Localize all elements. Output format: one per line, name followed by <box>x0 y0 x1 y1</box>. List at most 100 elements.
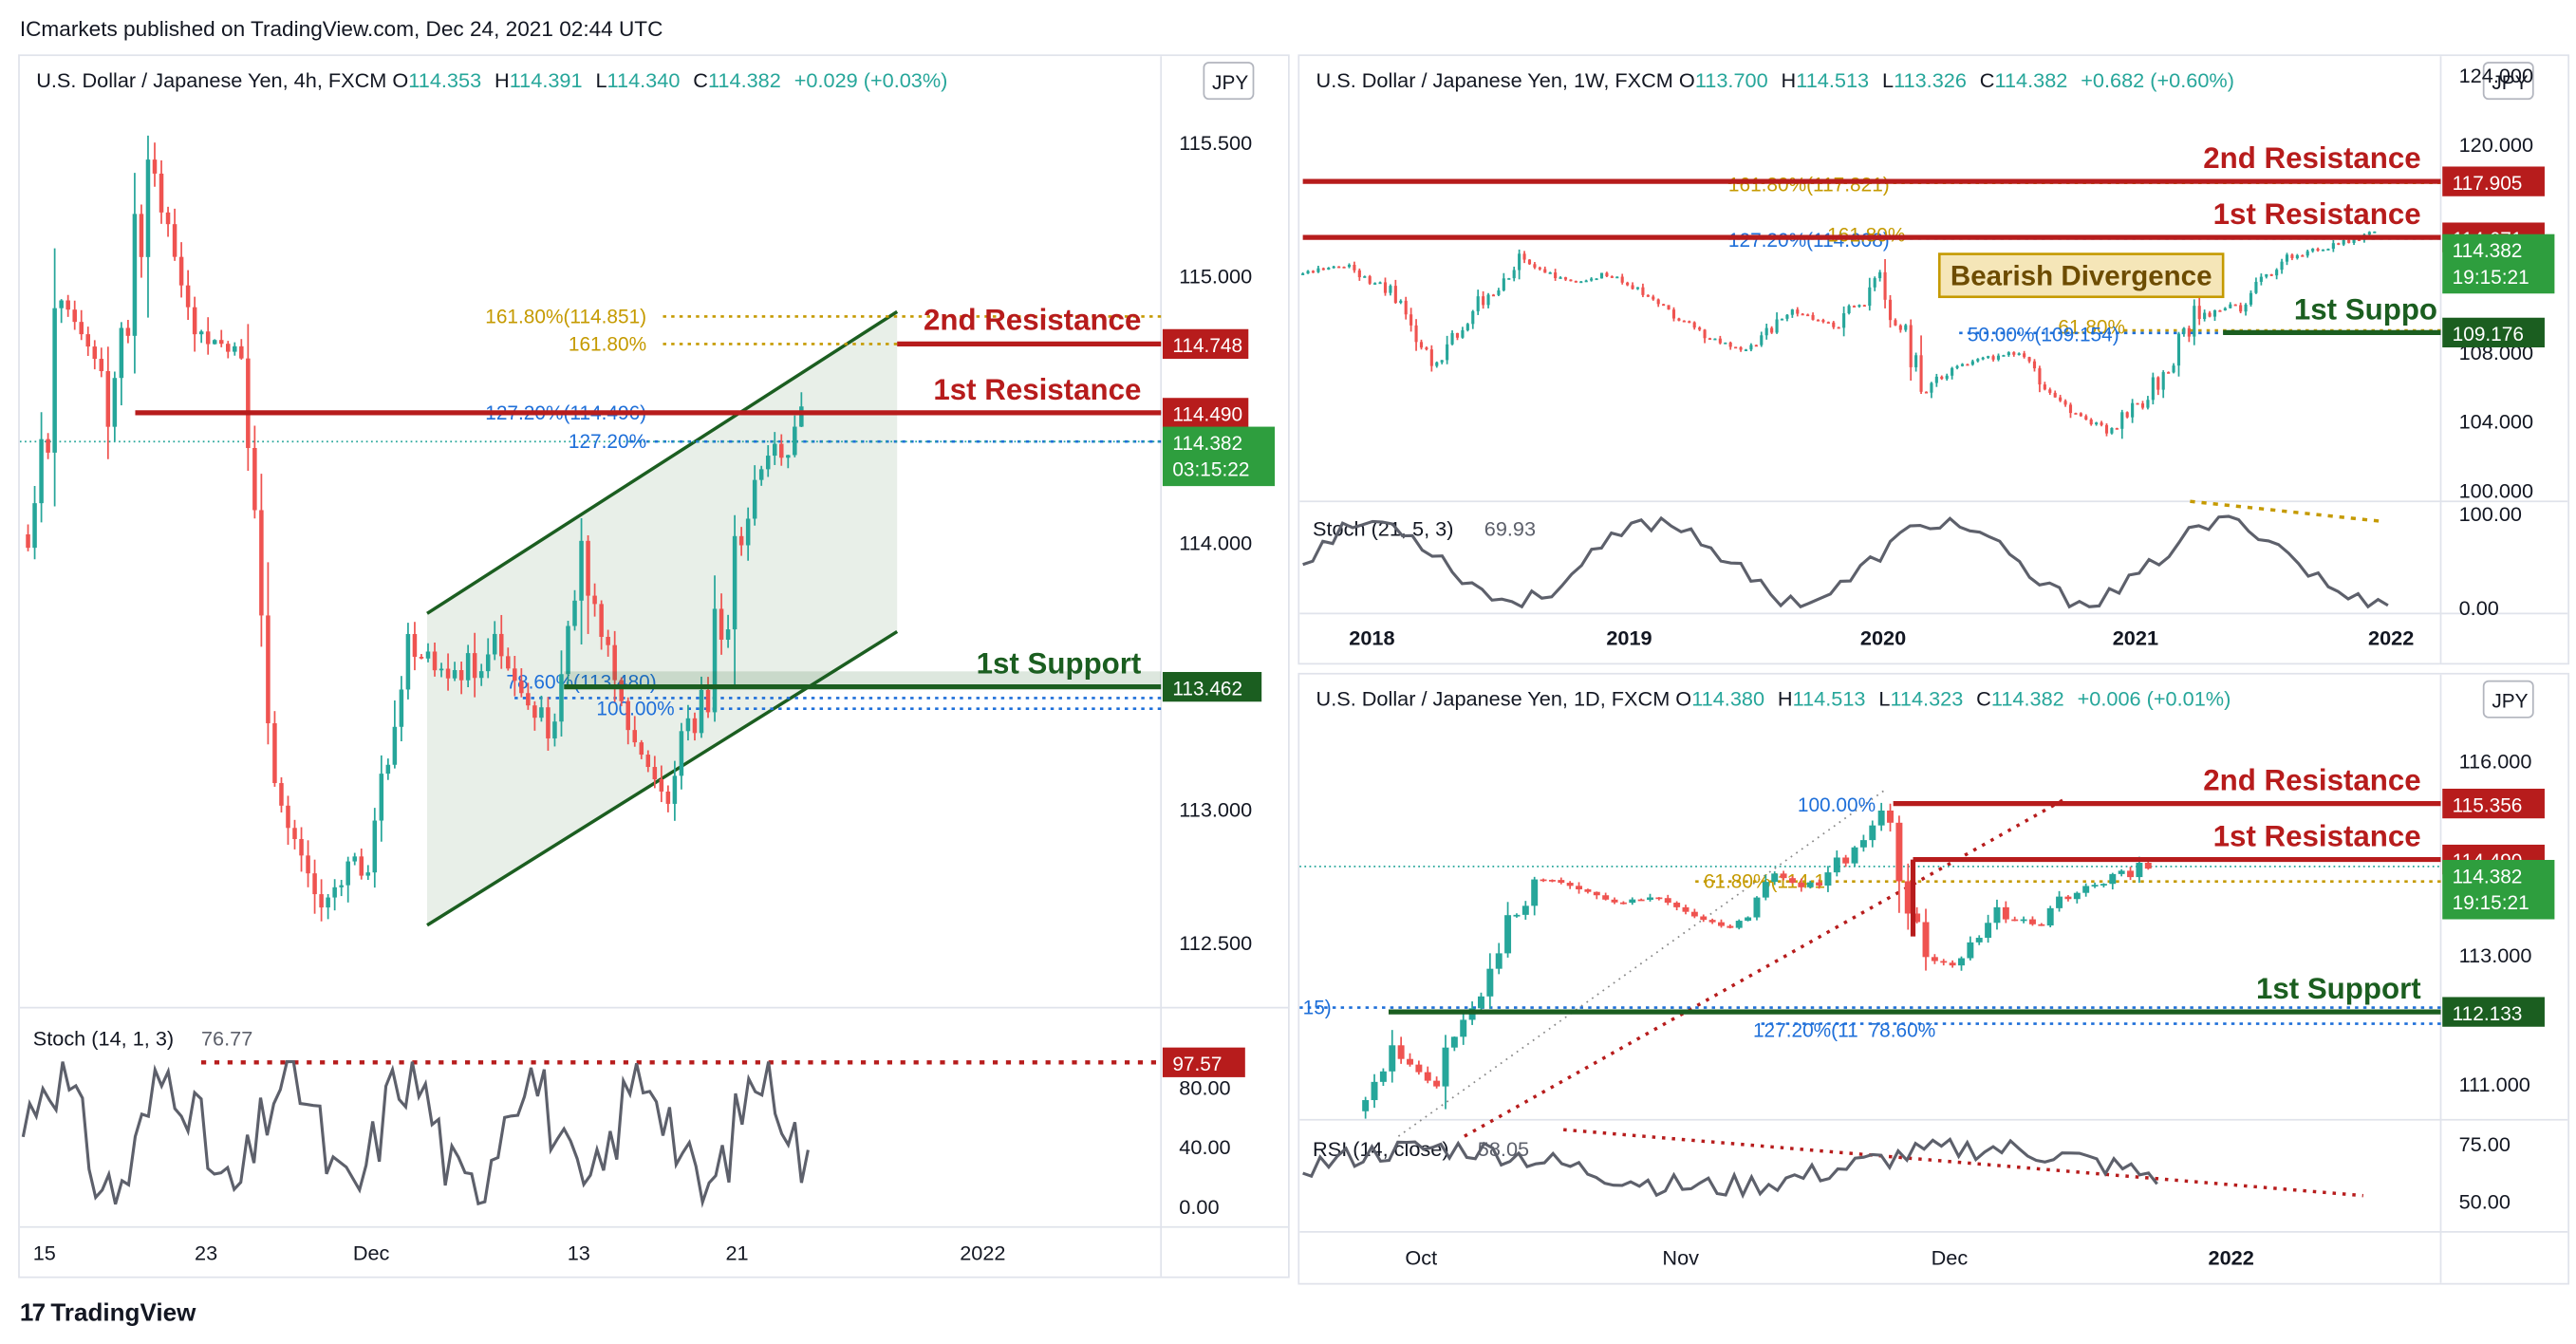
candle-body <box>712 608 718 713</box>
osc-title: Stoch (21, 5, 3) <box>1313 517 1453 541</box>
candle-body <box>2068 404 2073 414</box>
candle-body <box>1981 357 1985 360</box>
candle-body <box>2244 304 2248 312</box>
candle-body <box>1641 287 1645 295</box>
candle-body <box>2249 292 2253 305</box>
last-price-tag-bg <box>2442 233 2555 294</box>
candle-body <box>1646 294 1650 297</box>
candle-body <box>1698 327 1702 330</box>
legend-chg: +0.006 (+0.01%) <box>2078 687 2231 711</box>
last-price-tag-bg <box>1162 426 1276 487</box>
candle-body <box>1522 253 1526 260</box>
candle-body <box>2120 412 2124 429</box>
candle-body <box>526 693 531 706</box>
rsi-line <box>1302 1137 2158 1200</box>
candle-body <box>1996 355 2001 360</box>
candle-body <box>2197 306 2201 320</box>
legend-symbol: U.S. Dollar / Japanese Yen, 4h, FXCM <box>36 68 386 92</box>
candle-body <box>2131 402 2135 418</box>
candle-body <box>2038 924 2045 926</box>
candle-body <box>1450 332 1454 345</box>
legend-l_label: L <box>1878 687 1890 711</box>
candle-body <box>1842 857 1850 864</box>
candle-body <box>246 358 251 448</box>
candle-body <box>692 718 698 734</box>
x-tick-label: 2020 <box>1860 625 1906 649</box>
legend-chg: +0.682 (+0.60%) <box>2081 68 2234 92</box>
candle-body <box>652 767 658 779</box>
legend-c_label: C <box>693 68 708 92</box>
candle-body <box>2091 885 2099 887</box>
candle-body <box>1713 338 1717 341</box>
res1-label: 1st Resistance <box>2213 197 2421 231</box>
currency-badge: JPY <box>2492 690 2528 712</box>
candle-body <box>1940 376 1944 380</box>
fib-161-label: 161.80%(117.821) <box>1728 174 1890 196</box>
legend-o: 114.380 <box>1691 687 1764 711</box>
candle-body <box>1629 899 1636 904</box>
candle-body <box>2046 907 2054 926</box>
x-tick-label: 2022 <box>2209 1246 2254 1270</box>
candle-body <box>1894 320 1897 326</box>
y-tick-label: 112.500 <box>1179 931 1252 955</box>
candle-body <box>2208 312 2212 317</box>
candle-body <box>2305 251 2309 256</box>
candle-body <box>1518 253 1521 271</box>
candle-body <box>452 670 457 679</box>
sup1-price-tag: 113.462 <box>1172 678 1242 700</box>
candle-body <box>672 775 678 804</box>
osc-value: 76.77 <box>201 1027 252 1051</box>
candle-body <box>399 689 404 727</box>
candle-body <box>1465 324 1469 330</box>
candle-body <box>1347 264 1352 268</box>
candle-body <box>1461 329 1465 338</box>
tradingview-brand[interactable]: 17 TradingView <box>20 1299 196 1328</box>
y-tick-label: 113.000 <box>1179 797 1252 821</box>
candle-body <box>172 224 177 257</box>
candle-body <box>2027 357 2031 362</box>
candle-body <box>105 371 111 427</box>
y-tick-label: 111.000 <box>2459 1073 2530 1096</box>
candle-body <box>1949 962 1956 966</box>
candle-body <box>1415 1064 1423 1073</box>
x-tick-label: 2022 <box>960 1241 1005 1264</box>
res2-price-tag: 115.356 <box>2453 794 2523 816</box>
candle-body <box>799 406 804 427</box>
fib-trend-line <box>1397 789 1886 1137</box>
candle-body <box>1851 847 1858 864</box>
candle-body <box>1362 1100 1370 1111</box>
res1-label: 1st Resistance <box>933 373 1141 406</box>
osc-tick-label: 80.00 <box>1179 1076 1230 1100</box>
candle-body <box>412 634 418 657</box>
chart-panel-4h[interactable]: U.S. Dollar / Japanese Yen, 4h, FXCM O11… <box>18 54 1290 1279</box>
candle-body <box>1842 313 1846 328</box>
candle-body <box>1554 272 1558 279</box>
legend-o: 113.700 <box>1695 68 1768 92</box>
candle-body <box>2017 353 2021 356</box>
candle-body <box>2269 273 2273 276</box>
candle-body <box>145 159 151 257</box>
fib-15-label: 15) <box>1303 997 1332 1018</box>
candle-body <box>2100 884 2107 886</box>
candle-body <box>1790 309 1794 315</box>
trend-line-red <box>1464 796 2067 1138</box>
candle-body <box>332 887 337 898</box>
osc-title: Stoch (14, 1, 3) <box>33 1027 174 1051</box>
legend-l: 114.323 <box>1890 687 1963 711</box>
candle-body <box>1914 355 1918 367</box>
candle-body <box>485 654 491 672</box>
candle-body <box>1677 318 1681 321</box>
legend-symbol: U.S. Dollar / Japanese Yen, 1W, FXCM <box>1316 68 1673 92</box>
candle-body <box>579 540 584 601</box>
chart-panel-daily[interactable]: U.S. Dollar / Japanese Yen, 1D, FXCM O11… <box>1297 672 2570 1285</box>
candle-body <box>125 327 131 336</box>
candle-body <box>1745 917 1752 922</box>
x-tick-label: 23 <box>195 1241 217 1264</box>
candle-body <box>2059 397 2063 401</box>
chart-panel-weekly[interactable]: U.S. Dollar / Japanese Yen, 1W, FXCM O11… <box>1297 54 2570 665</box>
candle-body <box>1821 320 1825 323</box>
candle-body <box>592 595 597 605</box>
candle-body <box>1833 857 1840 873</box>
candle-body <box>1960 364 1965 366</box>
candle-body <box>2285 254 2289 262</box>
